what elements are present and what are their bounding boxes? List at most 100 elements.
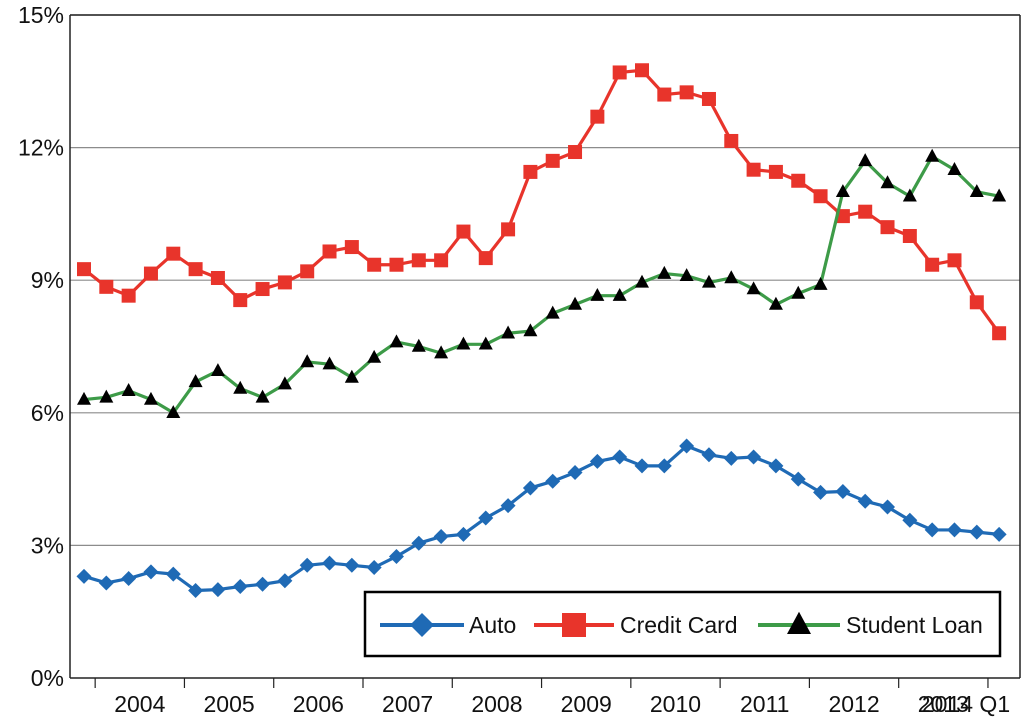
- data-point: [746, 162, 761, 177]
- data-point: [210, 270, 225, 285]
- data-point: [612, 449, 628, 465]
- data-point: [121, 383, 136, 396]
- data-point: [411, 535, 427, 551]
- data-point: [701, 274, 716, 288]
- data-point: [166, 246, 181, 261]
- data-point: [255, 576, 271, 592]
- legend-box: [363, 590, 1002, 658]
- data-point: [813, 484, 829, 500]
- y-axis-tick-labels: 0% 3% 6% 9% 12% 15%: [18, 2, 64, 691]
- data-point: [77, 262, 91, 277]
- data-point: [701, 91, 716, 106]
- data-point: [523, 323, 538, 337]
- data-point: [478, 510, 494, 526]
- data-point: [902, 188, 917, 202]
- data-point: [902, 229, 917, 243]
- data-point: [656, 458, 672, 474]
- x-tick-label: 2012: [828, 691, 879, 717]
- data-point: [858, 204, 873, 219]
- data-point: [300, 264, 315, 279]
- data-point: [366, 560, 382, 575]
- legend: Auto Credit Card Student Loan: [363, 590, 1002, 658]
- data-point: [121, 288, 136, 303]
- data-point: [746, 449, 762, 465]
- data-point: [344, 557, 360, 573]
- x-tick-label: 2008: [471, 691, 522, 717]
- data-point: [255, 389, 270, 403]
- series-student-loan: [77, 148, 1007, 419]
- legend-marker: [787, 611, 811, 634]
- data-point: [367, 257, 382, 272]
- legend-label: Student Loan: [846, 612, 983, 638]
- legend-item-credit-card: Credit Card: [534, 612, 738, 638]
- data-point: [925, 148, 940, 162]
- y-tick-label: 9%: [31, 267, 64, 293]
- data-point: [277, 573, 293, 589]
- data-point: [679, 85, 694, 100]
- data-point: [545, 473, 561, 489]
- data-point: [501, 222, 516, 237]
- data-point: [590, 109, 605, 124]
- data-point: [813, 276, 828, 290]
- data-point: [188, 374, 203, 388]
- data-point: [99, 389, 114, 403]
- data-point: [925, 257, 940, 272]
- data-point: [612, 65, 627, 80]
- data-point: [790, 471, 806, 487]
- data-point: [969, 524, 985, 540]
- data-point: [233, 380, 248, 394]
- data-point: [657, 265, 672, 279]
- data-point: [76, 568, 92, 584]
- data-point: [478, 251, 493, 266]
- data-point: [858, 153, 873, 167]
- data-point: [210, 582, 226, 598]
- data-point: [924, 522, 940, 538]
- data-point: [568, 145, 583, 160]
- x-axis-tick-labels: 2004 2005 2006 2007 2008 2009 2010 2011 2012 2013…: [94, 678, 1010, 717]
- data-point: [880, 220, 895, 235]
- data-point: [679, 268, 694, 282]
- data-point: [389, 334, 404, 348]
- data-point: [143, 266, 158, 281]
- data-point: [880, 175, 895, 189]
- data-point: [389, 257, 404, 272]
- data-point: [590, 287, 605, 301]
- data-point: [992, 326, 1007, 341]
- data-point: [478, 336, 493, 350]
- data-point: [991, 526, 1007, 542]
- data-point: [411, 253, 426, 268]
- data-point: [545, 153, 560, 168]
- y-tick-label: 0%: [31, 665, 64, 691]
- x-tick-label: 2007: [382, 691, 433, 717]
- x-tick-label: 2004: [114, 691, 165, 717]
- y-tick-label: 15%: [18, 2, 64, 28]
- data-point: [746, 281, 761, 295]
- data-point: [455, 526, 471, 542]
- data-point: [121, 571, 137, 587]
- data-point: [501, 325, 516, 339]
- data-point: [589, 453, 605, 469]
- data-point: [143, 391, 158, 405]
- data-point: [456, 336, 471, 350]
- data-point: [99, 279, 114, 294]
- data-point: [522, 480, 538, 496]
- data-point: [300, 354, 315, 368]
- data-point: [701, 447, 717, 463]
- data-point: [277, 376, 292, 390]
- x-tick-label: 2014 Q1: [922, 691, 1010, 717]
- data-point: [299, 557, 315, 573]
- data-point: [545, 305, 560, 319]
- data-point: [947, 162, 962, 175]
- data-point: [768, 164, 783, 179]
- legend-label: Credit Card: [620, 612, 738, 638]
- data-point: [791, 173, 806, 188]
- data-point: [567, 464, 583, 480]
- data-point: [857, 493, 873, 509]
- data-point: [768, 296, 783, 310]
- data-point: [634, 458, 650, 474]
- y-tick-label: 12%: [18, 135, 64, 161]
- data-point: [322, 356, 337, 370]
- data-point: [434, 253, 449, 268]
- x-tick-label: 2006: [293, 691, 344, 717]
